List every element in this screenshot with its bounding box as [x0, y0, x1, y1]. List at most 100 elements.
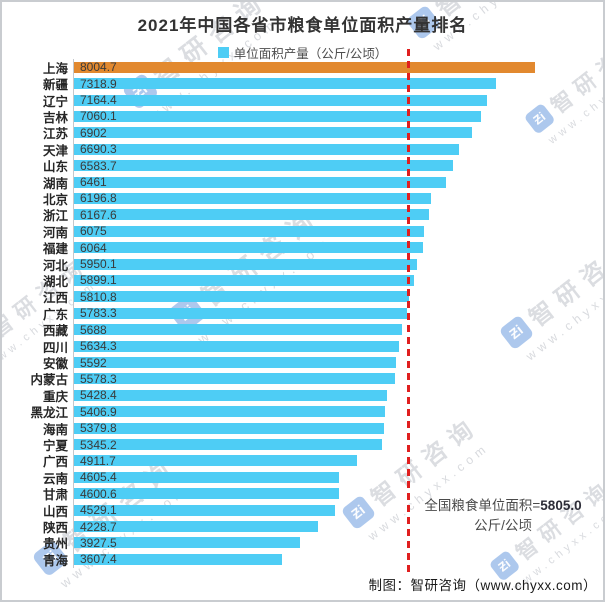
category-label: 福建 — [42, 242, 68, 257]
category-label: 河北 — [42, 258, 68, 273]
category-label: 青海 — [42, 553, 68, 568]
bar-track: 5345.2 — [74, 437, 603, 452]
bar-value-label: 7164.4 — [80, 93, 117, 108]
chart-row: 山西 4529.1 — [2, 502, 603, 519]
bar-track: 6583.7 — [74, 158, 603, 173]
category-label: 重庆 — [42, 389, 68, 404]
bar-track: 3607.4 — [74, 552, 603, 567]
bar-track: 5578.3 — [74, 373, 603, 385]
bar-value-label: 4529.1 — [80, 503, 117, 518]
bar-value-label: 6690.3 — [80, 142, 117, 157]
bar: 7318.9 — [74, 78, 496, 90]
bar-track: 4228.7 — [74, 519, 603, 534]
bar: 5379.8 — [74, 422, 384, 434]
chart-row: 宁夏 5345.2 — [2, 436, 603, 453]
bar-value-label: 5428.4 — [80, 388, 117, 403]
bar: 3607.4 — [74, 552, 282, 567]
bar-track: 6461 — [74, 176, 603, 188]
chart-row: 天津 6690.3 — [2, 141, 603, 158]
category-label: 辽宁 — [42, 94, 68, 109]
chart-row: 浙江 6167.6 — [2, 207, 603, 223]
bar: 6583.7 — [74, 158, 454, 173]
bar-value-label: 4911.7 — [80, 453, 116, 468]
bar-track: 5950.1 — [74, 258, 603, 270]
category-label: 四川 — [42, 340, 68, 355]
category-label: 陕西 — [42, 521, 68, 536]
chart-row: 吉林 7060.1 — [2, 108, 603, 125]
bar-value-label: 5810.8 — [80, 289, 117, 304]
bar-value-label: 5783.3 — [80, 306, 117, 321]
bar: 5950.1 — [74, 258, 417, 270]
chart-row: 湖北 5899.1 — [2, 272, 603, 289]
bar-value-label: 4600.6 — [80, 486, 117, 501]
bar: 5899.1 — [74, 274, 414, 286]
category-label: 甘肃 — [42, 488, 68, 503]
category-label: 江西 — [42, 291, 68, 306]
chart-row: 贵州 3927.5 — [2, 535, 603, 551]
category-label: 湖北 — [42, 274, 68, 289]
bar: 4600.6 — [74, 486, 339, 501]
bar: 6075 — [74, 225, 424, 237]
bar-track: 4605.4 — [74, 471, 603, 483]
category-label: 吉林 — [42, 110, 68, 125]
category-label: 新疆 — [42, 78, 68, 93]
bar-track: 5688 — [74, 324, 603, 336]
bar-track: 4600.6 — [74, 486, 603, 501]
bar-value-label: 6196.8 — [80, 191, 117, 206]
chart-row: 江苏 6902 — [2, 125, 603, 141]
bar: 5688 — [74, 324, 402, 336]
bar-track: 8004.7 — [74, 60, 603, 75]
chart-row: 新疆 7318.9 — [2, 75, 603, 93]
bar-value-label: 3607.4 — [80, 552, 117, 567]
category-label: 北京 — [42, 192, 68, 207]
legend: 单位面积产量（公斤/公顷） — [2, 43, 603, 62]
annotation-suffix: 公斤/公顷 — [474, 518, 532, 534]
bar: 5634.3 — [74, 340, 399, 352]
category-label: 浙江 — [42, 209, 68, 224]
chart-row: 内蒙古 5578.3 — [2, 371, 603, 387]
bar-value-label: 5406.9 — [80, 404, 117, 419]
chart-row: 黑龙江 5406.9 — [2, 404, 603, 420]
bar: 5783.3 — [74, 306, 408, 321]
category-label: 海南 — [42, 422, 68, 437]
bar-track: 5379.8 — [74, 422, 603, 434]
bar-value-label: 4228.7 — [80, 519, 117, 534]
reference-annotation: 全国粮食单位面积=5805.0 公斤/公顷 — [407, 496, 599, 537]
bar-track: 6196.8 — [74, 191, 603, 206]
category-label: 山东 — [42, 160, 68, 175]
y-axis-line — [73, 59, 74, 568]
chart-row: 上海 8004.7 — [2, 59, 603, 76]
category-label: 广东 — [42, 307, 68, 322]
legend-swatch-icon — [217, 47, 229, 58]
chart-row: 四川 5634.3 — [2, 338, 603, 355]
chart-row: 甘肃 4600.6 — [2, 486, 603, 502]
bar-value-label: 6583.7 — [80, 158, 117, 173]
bar: 6690.3 — [74, 142, 460, 157]
bar-value-label: 8004.7 — [80, 60, 117, 75]
bar-value-label: 5345.2 — [80, 437, 117, 452]
chart-row: 山东 6583.7 — [2, 157, 603, 175]
category-label: 湖南 — [42, 176, 68, 191]
chart-row: 广东 5783.3 — [2, 305, 603, 322]
chart-row: 河南 6075 — [2, 223, 603, 240]
chart-row: 广西 4911.7 — [2, 453, 603, 469]
bar: 6461 — [74, 176, 447, 188]
chart-row: 青海 3607.4 — [2, 551, 603, 568]
chart-title: 2021年中国各省市粮食单位面积产量排名 — [137, 16, 468, 35]
chart-row: 辽宁 7164.4 — [2, 92, 603, 109]
bar: 4228.7 — [74, 519, 318, 534]
category-label: 贵州 — [42, 537, 68, 552]
credit-line: 制图：智研咨询（www.chyxx.com） — [368, 578, 597, 593]
bar: 7060.1 — [74, 110, 481, 122]
bar-track: 6075 — [74, 225, 603, 237]
bar: 4529.1 — [74, 503, 335, 518]
bar: 6167.6 — [74, 209, 430, 221]
bar-track: 5899.1 — [74, 274, 603, 286]
bar-track: 6690.3 — [74, 142, 603, 157]
bar: 5810.8 — [74, 289, 409, 304]
category-label: 黑龙江 — [30, 406, 68, 421]
category-label: 江苏 — [42, 127, 68, 142]
category-label: 河南 — [42, 225, 68, 240]
chart-area: 上海 8004.7 新疆 7318.9 辽宁 7164.4 吉林 7060.1 江苏 6902 天津… — [2, 49, 603, 575]
bar: 7164.4 — [74, 93, 487, 108]
